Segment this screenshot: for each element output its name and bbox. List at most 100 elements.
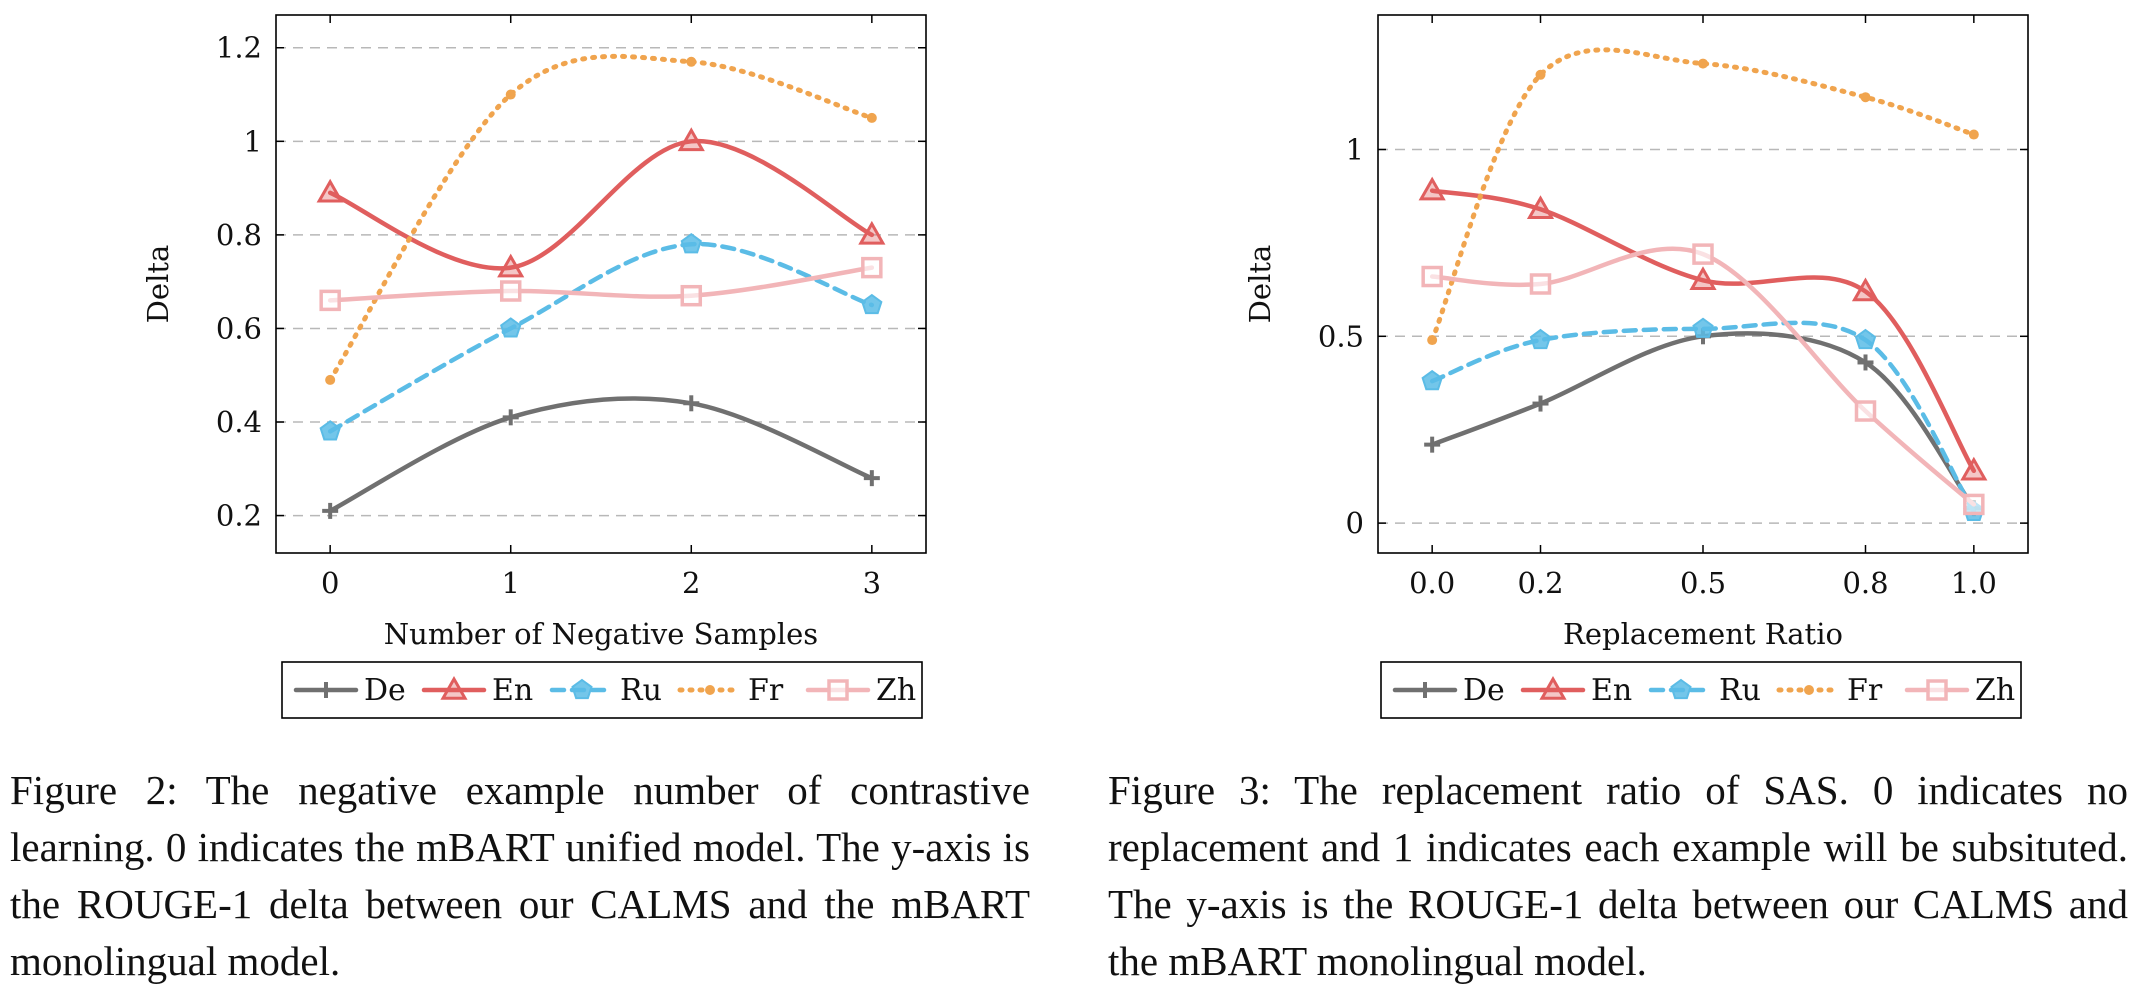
point-fr	[686, 56, 697, 67]
point-de	[502, 409, 519, 426]
x-tick-label: 2	[682, 566, 700, 600]
figure-2-caption: Figure 2: The negative example number of…	[10, 767, 1030, 984]
x-tick-label: 0	[321, 566, 339, 600]
point-en	[1418, 176, 1446, 201]
point-en	[497, 253, 525, 278]
series-ru	[1421, 317, 1985, 521]
x-tick-label: 0.5	[1680, 566, 1726, 600]
point-en	[1851, 277, 1880, 302]
series-zh	[1421, 243, 1985, 516]
legend-label: Ru	[620, 673, 662, 708]
y-axis: 0.2 0.4 0.6 0.8 1 1.2	[216, 31, 926, 533]
series-line-en	[1429, 188, 1977, 474]
legend-item-ru: Ru	[1648, 673, 1761, 708]
legend-item-de: De	[293, 673, 406, 708]
legend: De En Ru Fr Zh	[281, 661, 923, 719]
point-fr	[1427, 335, 1438, 346]
legend-label: Zh	[876, 673, 916, 708]
x-axis-label: Number of Negative Samples	[384, 617, 818, 651]
point-de	[322, 502, 339, 519]
legend-label: Fr	[748, 673, 784, 708]
y-tick-label: 0.6	[216, 311, 262, 345]
legend-item-zh: Zh	[1904, 673, 2015, 708]
x-axis: 0.0 0.2 0.5 0.8 1.0	[1409, 15, 1997, 600]
point-en	[1526, 195, 1555, 220]
series-zh	[319, 256, 883, 312]
series-group	[1418, 47, 1988, 521]
point-ru	[680, 232, 702, 254]
x-tick-label: 0.8	[1842, 566, 1888, 600]
legend-marker	[1670, 678, 1692, 700]
legend-label: De	[1463, 673, 1505, 708]
series-line-fr	[327, 53, 875, 383]
point-zh	[1421, 265, 1443, 288]
point-zh	[1692, 243, 1714, 265]
legend-marker	[440, 675, 468, 700]
point-zh	[680, 284, 703, 307]
point-fr	[1968, 129, 1979, 140]
legend-marker	[827, 679, 849, 701]
legend: De En Ru Fr Zh	[1380, 661, 2022, 719]
point-zh	[1854, 400, 1877, 422]
negative-samples-chart: 0.2 0.4 0.6 0.8 1 1.2 0 1 2 3 Number of Negative S…	[141, 14, 927, 719]
series-de	[1424, 328, 1982, 517]
legend-marker	[571, 678, 593, 700]
point-de	[863, 470, 880, 487]
y-tick-label: 1	[1346, 133, 1364, 167]
series-group	[316, 53, 886, 519]
point-de	[1857, 354, 1874, 371]
x-axis: 0 1 2 3	[321, 15, 881, 600]
y-tick-label: 0	[1346, 506, 1364, 540]
point-en	[858, 220, 886, 245]
point-en	[1960, 456, 1988, 481]
point-en	[677, 127, 705, 152]
x-tick-label: 1.0	[1951, 566, 1997, 600]
grid-lines	[276, 46, 926, 517]
point-de	[1532, 395, 1549, 412]
point-de	[683, 395, 700, 412]
y-tick-label: 0.8	[216, 218, 262, 252]
point-ru	[1529, 328, 1552, 350]
point-fr	[866, 112, 877, 123]
series-line-de	[327, 396, 875, 514]
legend-item-zh: Zh	[805, 673, 916, 708]
series-ru	[319, 232, 883, 441]
point-ru	[1421, 369, 1443, 391]
series-line-de	[1429, 331, 1977, 511]
point-zh	[1963, 493, 1985, 516]
series-fr	[325, 53, 877, 385]
series-de	[322, 395, 880, 519]
point-zh	[1529, 273, 1552, 295]
legend-label: En	[492, 673, 533, 708]
series-line-fr	[1429, 47, 1977, 343]
legend-item-en: En	[1520, 673, 1632, 708]
y-tick-label: 1.2	[216, 31, 262, 65]
legend-marker	[1417, 682, 1433, 698]
legend-item-ru: Ru	[549, 673, 662, 708]
y-axis-label: Delta	[1243, 245, 1277, 324]
legend-marker	[1926, 679, 1948, 701]
y-tick-label: 0.2	[216, 499, 262, 533]
y-tick-label: 0.4	[216, 405, 262, 439]
legend-label: Zh	[1975, 673, 2015, 708]
figure-3-caption: Figure 3: The replacement ratio of SAS. …	[1108, 767, 2128, 984]
point-zh	[319, 289, 341, 312]
y-tick-label: 1	[244, 124, 262, 158]
y-axis: 00.51	[1318, 133, 2028, 540]
x-tick-label: 3	[863, 566, 881, 600]
point-ru	[861, 293, 883, 315]
point-zh	[861, 256, 883, 279]
x-axis-label: Replacement Ratio	[1563, 617, 1843, 651]
point-en	[316, 178, 344, 203]
point-fr	[1860, 92, 1871, 103]
point-fr	[505, 89, 516, 100]
x-tick-label: 1	[501, 566, 519, 600]
series-line-en	[327, 139, 875, 271]
point-ru	[1692, 317, 1714, 338]
legend-marker	[318, 682, 334, 698]
legend-label: Ru	[1719, 673, 1761, 708]
point-fr	[1535, 69, 1546, 80]
point-zh	[499, 280, 522, 302]
y-tick-label: 0.5	[1318, 319, 1364, 353]
